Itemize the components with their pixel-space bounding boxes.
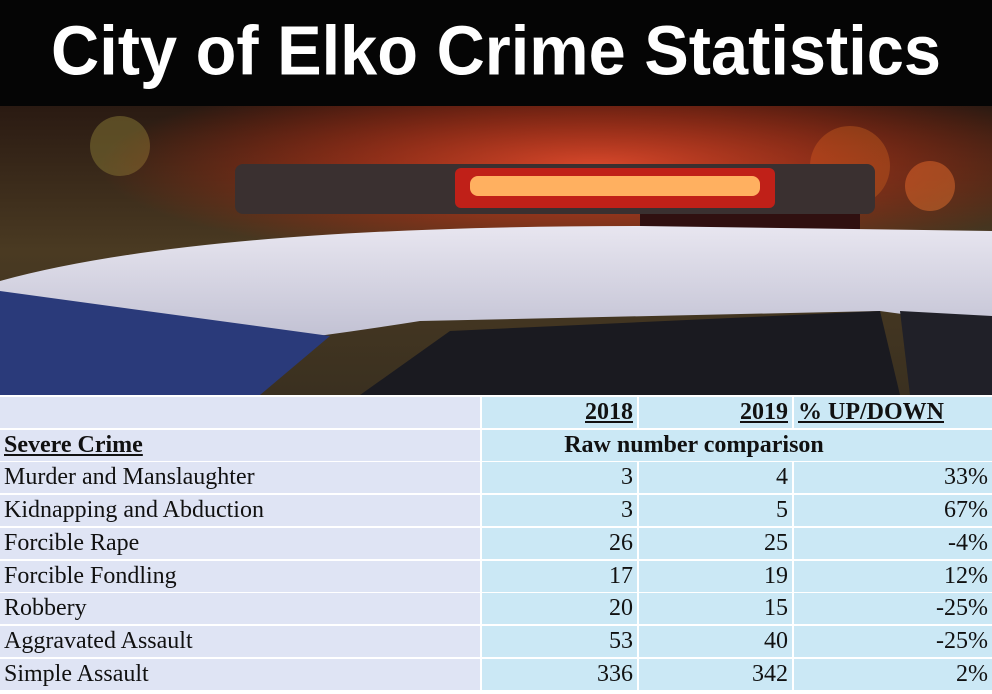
value-cell: 20 [482,593,637,625]
crime-label: Kidnapping and Abduction [0,495,480,527]
section-header: Severe Crime [0,429,480,461]
subheader: Raw number comparison [482,429,992,461]
value-cell: 336 [482,658,637,690]
crime-label: Robbery [0,593,480,625]
value-cell: 3 [482,462,637,494]
crime-label: Forcible Rape [0,527,480,559]
value-cell: 4 [639,462,792,494]
value-cell: 40 [639,625,792,657]
crime-label: Aggravated Assault [0,625,480,657]
blank-cell [0,397,480,428]
crime-label: Forcible Fondling [0,560,480,592]
column-header: % UP/DOWN [794,397,992,428]
value-cell: -4% [794,527,992,559]
value-cell: -25% [794,593,992,625]
value-cell: 53 [482,625,637,657]
value-cell: 19 [639,560,792,592]
value-cell: 3 [482,495,637,527]
crime-label: Simple Assault [0,658,480,690]
value-cell: 12% [794,560,992,592]
title-bar: City of Elko Crime Statistics [0,0,992,106]
value-cell: 15 [639,593,792,625]
crime-label: Murder and Manslaughter [0,462,480,494]
value-cell: 5 [639,495,792,527]
value-cell: 26 [482,527,637,559]
police-car-photo [0,106,992,395]
value-cell: 25 [639,527,792,559]
column-header: 2018 [482,397,637,428]
value-cell: 67% [794,495,992,527]
column-header: 2019 [639,397,792,428]
value-cell: 2% [794,658,992,690]
value-cell: -25% [794,625,992,657]
crime-table: 2018 2019% UP/DOWN Severe Crime Raw number … [0,395,992,694]
value-cell: 17 [482,560,637,592]
value-cell: 33% [794,462,992,494]
value-cell: 342 [639,658,792,690]
page-title: City of Elko Crime Statistics [51,11,941,89]
